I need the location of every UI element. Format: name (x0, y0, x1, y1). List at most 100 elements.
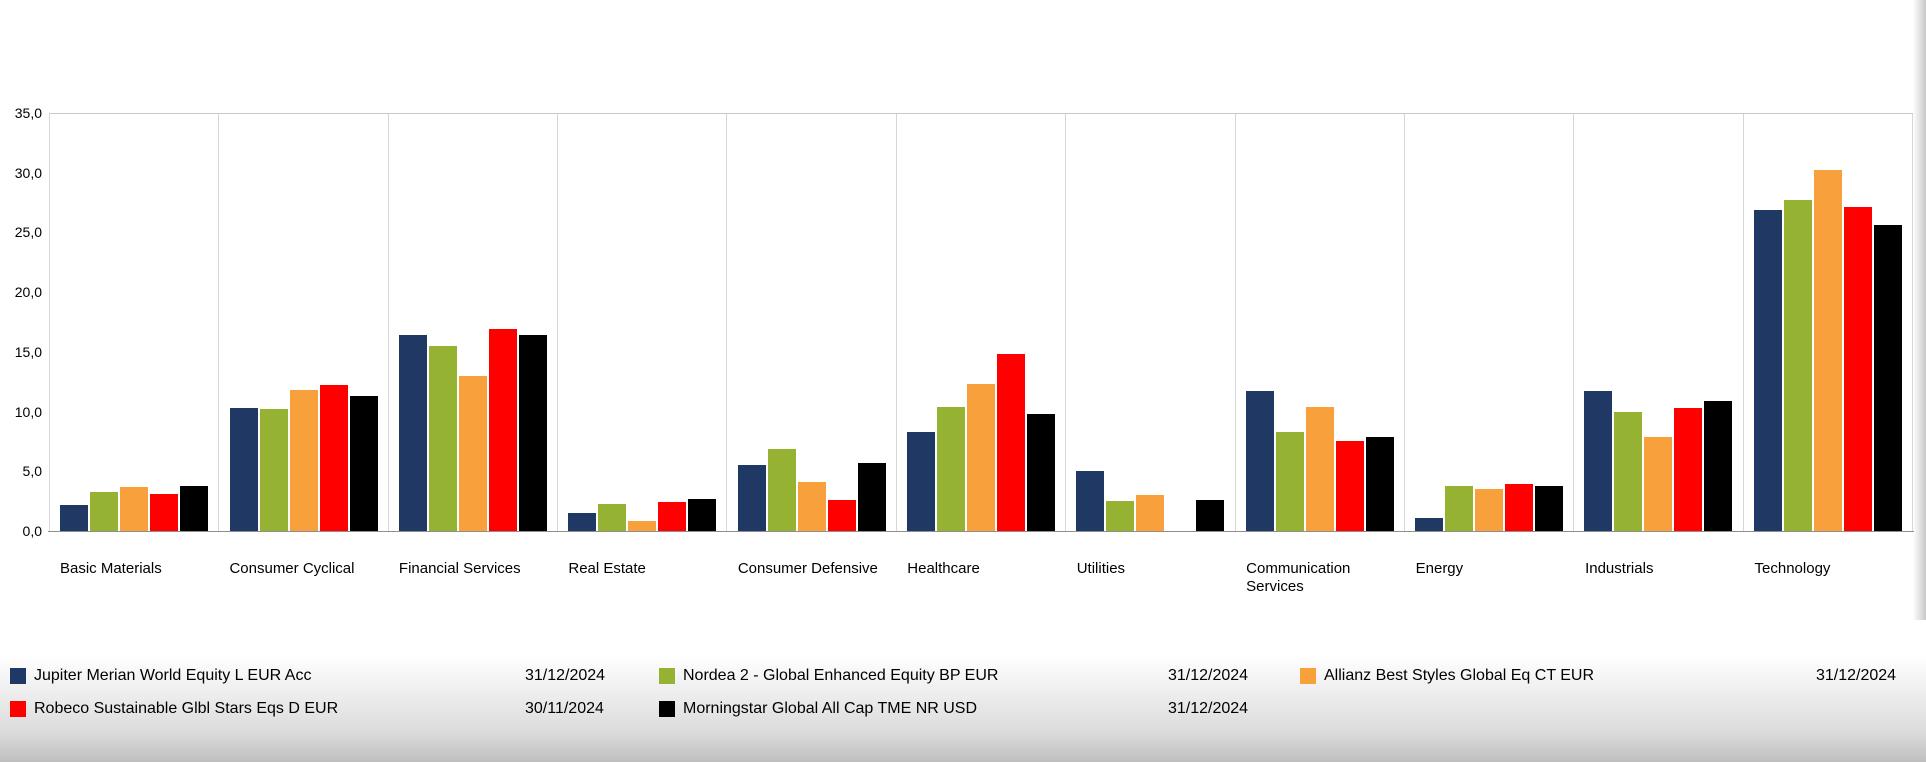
legend-date-allianz: 31/12/2024 (1816, 667, 1897, 684)
bar-allianz (1475, 489, 1504, 531)
x-axis-labels: Basic Materials Consumer Cyclical Financia… (49, 560, 1913, 596)
bar-nordea (767, 448, 796, 531)
bar-nordea (1106, 501, 1135, 531)
category-group (1236, 114, 1405, 531)
legend-label-nordea: Nordea 2 - Global Enhanced Equity BP EUR (683, 667, 999, 684)
bar-robeco (996, 354, 1025, 531)
category-label: Consumer Defensive (737, 560, 878, 577)
category-label: Energy (1415, 560, 1464, 577)
bar-nordea (428, 345, 457, 531)
category-group (897, 114, 1067, 531)
bar-jupiter (1076, 471, 1105, 531)
bar-nordea (936, 406, 965, 531)
y-tick-label: 0,0 (22, 523, 42, 539)
bar-robeco (658, 502, 687, 531)
category-label: Industrials (1585, 560, 1654, 577)
legend-swatch-jupiter (10, 668, 26, 684)
legend-swatch-allianz (1300, 668, 1316, 684)
bar-jupiter (568, 513, 597, 531)
category-label: Communication Services (1246, 560, 1351, 595)
bar-allianz (458, 375, 487, 531)
bar-nordea (1614, 411, 1643, 531)
legend-item-jupiter: Jupiter Merian World Equity L EUR Acc (10, 666, 311, 686)
bar-morningstar (857, 462, 886, 531)
bar-nordea (1275, 431, 1304, 531)
bar-morningstar (1535, 485, 1564, 531)
legend-label-robeco: Robeco Sustainable Glbl Stars Eqs D EUR (34, 700, 339, 717)
bar-nordea (259, 409, 288, 531)
bar-allianz (628, 521, 657, 531)
legend-label-jupiter: Jupiter Merian World Equity L EUR Acc (34, 667, 312, 684)
category-group (1066, 114, 1236, 531)
category-group (219, 114, 389, 531)
bar-jupiter (906, 431, 935, 531)
legend-swatch-robeco (10, 701, 26, 717)
bar-morningstar (1196, 499, 1225, 531)
bar-jupiter (398, 335, 427, 531)
bar-morningstar (180, 485, 209, 531)
bar-nordea (1783, 200, 1812, 531)
category-label: Healthcare (907, 560, 980, 577)
bar-allianz (289, 390, 318, 531)
bar-morningstar (349, 396, 378, 531)
category-group (389, 114, 559, 531)
bar-allianz (120, 486, 149, 531)
plot-area (49, 113, 1913, 531)
bar-jupiter (60, 504, 89, 531)
category-label: Basic Materials (60, 560, 162, 577)
y-tick-label: 30,0 (14, 164, 42, 181)
legend-date-nordea: 31/12/2024 (1168, 667, 1249, 684)
y-axis: 0,0 5,0 10,0 15,0 20,0 25,0 30,0 35,0 (0, 0, 44, 560)
bar-jupiter (1584, 391, 1613, 531)
bar-allianz (966, 384, 995, 531)
y-tick-label: 25,0 (14, 224, 42, 241)
bar-robeco (1843, 207, 1872, 531)
category-group (1744, 114, 1913, 531)
legend-item-nordea: Nordea 2 - Global Enhanced Equity BP EUR (659, 666, 998, 686)
y-tick-label: 5,0 (22, 463, 42, 480)
bar-morningstar (1704, 400, 1733, 531)
bar-jupiter (1415, 517, 1444, 531)
category-label: Financial Services (398, 560, 521, 577)
legend-label-morningstar: Morningstar Global All Cap TME NR USD (683, 700, 978, 717)
legend-item-allianz: Allianz Best Styles Global Eq CT EUR (1300, 666, 1594, 686)
bar-robeco (319, 385, 348, 531)
legend-swatch-morningstar (659, 701, 675, 717)
bar-robeco (1335, 441, 1364, 531)
bar-allianz (1305, 406, 1334, 531)
bar-morningstar (1873, 225, 1902, 531)
y-tick-label: 20,0 (14, 284, 42, 301)
bar-morningstar (1026, 414, 1055, 531)
legend-date-morningstar: 31/12/2024 (1168, 700, 1249, 717)
right-edge-fade (1913, 0, 1926, 620)
y-tick-label: 15,0 (14, 343, 42, 360)
category-group (558, 114, 728, 531)
legend-item-robeco: Robeco Sustainable Glbl Stars Eqs D EUR (10, 699, 338, 719)
legend-date-jupiter: 31/12/2024 (525, 667, 606, 684)
y-tick-label: 35,0 (14, 105, 42, 121)
category-group (1574, 114, 1744, 531)
legend-item-morningstar: Morningstar Global All Cap TME NR USD (659, 699, 977, 719)
bar-jupiter (737, 465, 766, 531)
legend-swatch-nordea (659, 668, 675, 684)
bar-robeco (1674, 408, 1703, 531)
bar-morningstar (688, 498, 717, 531)
bar-allianz (1136, 495, 1165, 531)
x-axis-line (48, 531, 1914, 532)
category-label: Utilities (1076, 560, 1126, 577)
bar-allianz (1813, 170, 1842, 531)
bar-robeco (1505, 484, 1534, 531)
category-group (50, 114, 220, 531)
bar-morningstar (518, 335, 547, 531)
bar-nordea (598, 503, 627, 531)
y-tick-label: 10,0 (14, 403, 42, 420)
bar-allianz (797, 482, 826, 531)
category-label: Technology (1754, 560, 1831, 577)
bar-jupiter (1753, 209, 1782, 531)
bar-nordea (90, 491, 119, 531)
bar-robeco (150, 494, 179, 531)
bar-morningstar (1365, 436, 1394, 531)
legend-label-allianz: Allianz Best Styles Global Eq CT EUR (1324, 667, 1595, 684)
